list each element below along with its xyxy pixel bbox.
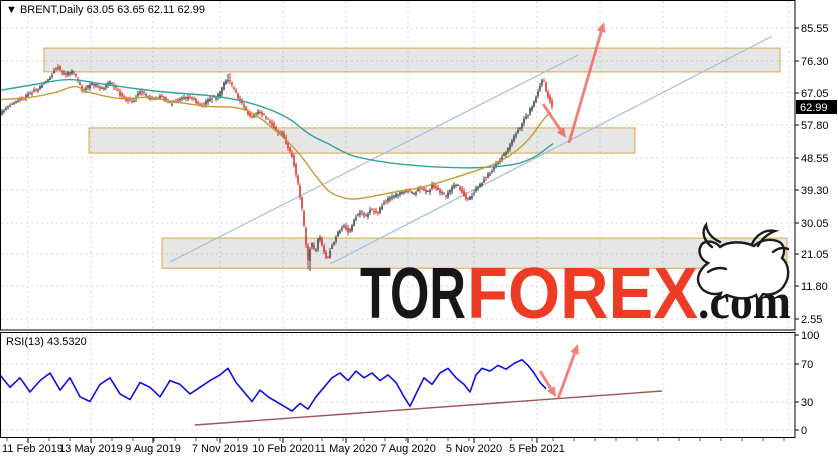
- candlestick-series: [0, 64, 553, 271]
- rsi-indicator: [0, 358, 663, 426]
- date-tick-label: 7 Aug 2020: [380, 443, 436, 455]
- ma-slow-line: [0, 78, 554, 169]
- price-tick-label: 76.30: [801, 56, 829, 68]
- date-tick-label: 11 May 2020: [315, 443, 378, 455]
- date-tick-label: 13 May 2019: [59, 443, 123, 455]
- rsi-tick-label: 100: [801, 330, 819, 342]
- date-tick-label: 9 Aug 2019: [125, 443, 181, 455]
- price-tick-label: 21.05: [801, 249, 829, 261]
- watermark-text-forex: FOREX: [467, 254, 698, 334]
- rsi-panel-frame: [0, 332, 796, 438]
- date-tick-label: 11 Feb 2019: [2, 443, 63, 455]
- date-tick-label: 10 Feb 2020: [252, 443, 314, 455]
- forecast-arrows: [541, 22, 606, 144]
- rsi-label: RSI(13) 43.5320: [6, 336, 87, 348]
- moving-average-lines: [0, 78, 554, 200]
- price-tick-label: 11.80: [801, 281, 828, 293]
- symbol-info: ▼ BRENT,Daily 63.05 63.65 62.11 62.99: [6, 4, 205, 16]
- price-zone: [43, 47, 781, 73]
- main-panel-frame: [0, 0, 796, 331]
- trend-channel-lines: [169, 35, 773, 265]
- price-zone: [161, 237, 788, 269]
- date-tick-label: 5 Nov 2020: [446, 443, 502, 455]
- price-tick-label: 2.55: [801, 314, 822, 326]
- main-gridlines: [1, 1, 794, 329]
- support-resistance-zones: [43, 47, 788, 269]
- rsi-axis: 100 70 30 0: [795, 330, 819, 437]
- channel-line: [329, 35, 773, 265]
- forecast-arrow: [567, 22, 606, 144]
- price-tick-label: 85.55: [801, 23, 829, 35]
- price-zone: [88, 127, 636, 154]
- rsi-tick-label: 30: [801, 397, 813, 409]
- current-price-label: 62.99: [800, 102, 828, 114]
- rsi-line: [0, 358, 547, 412]
- watermark: TOR FOREX .com: [360, 221, 791, 334]
- price-tick-label: 57.80: [801, 120, 829, 132]
- rsi-trendline: [194, 390, 663, 426]
- rsi-forecast-arrow: [538, 370, 556, 397]
- price-axis: 85.55 76.30 67.05 57.80 48.55 39.30 30.05 21.05…: [795, 23, 837, 326]
- main-plot-area[interactable]: [0, 0, 796, 331]
- rsi-forecast-arrow: [538, 344, 579, 400]
- rsi-tick-label: 70: [801, 359, 813, 371]
- bull-logo-icon: [696, 221, 790, 304]
- rsi-forecast-arrow: [556, 344, 579, 400]
- date-tick-label: 7 Nov 2019: [192, 443, 248, 455]
- current-price-badge: [796, 100, 837, 114]
- price-tick-label: 67.05: [801, 88, 829, 100]
- date-tick-label: 5 Feb 2021: [509, 443, 565, 455]
- channel-line: [169, 54, 579, 263]
- watermark-text-tor: TOR: [360, 254, 466, 334]
- price-tick-label: 48.55: [801, 153, 829, 165]
- forecast-arrow: [541, 103, 566, 138]
- price-tick-label: 39.30: [801, 185, 829, 197]
- rsi-tick-label: 0: [801, 425, 807, 437]
- ma-fast-line: [0, 85, 552, 200]
- price-tick-label: 30.05: [801, 218, 829, 230]
- rsi-gridlines: [1, 333, 794, 436]
